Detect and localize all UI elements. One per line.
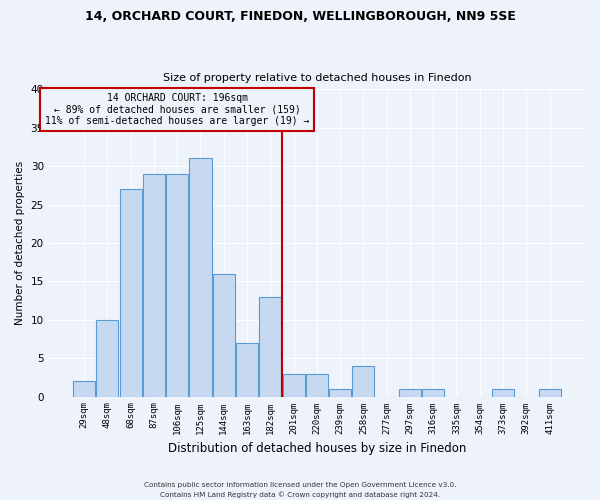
Bar [190, 158, 212, 396]
Bar [119, 189, 142, 396]
Bar [492, 389, 514, 396]
Text: Contains public sector information licensed under the Open Government Licence v3: Contains public sector information licen… [144, 482, 456, 488]
Bar [143, 174, 165, 396]
Title: Size of property relative to detached houses in Finedon: Size of property relative to detached ho… [163, 73, 471, 83]
Bar [236, 343, 258, 396]
Bar [399, 389, 421, 396]
Y-axis label: Number of detached properties: Number of detached properties [15, 161, 25, 325]
Bar [259, 296, 281, 396]
Bar [283, 374, 305, 396]
Text: 14, ORCHARD COURT, FINEDON, WELLINGBOROUGH, NN9 5SE: 14, ORCHARD COURT, FINEDON, WELLINGBOROU… [85, 10, 515, 23]
Bar [352, 366, 374, 396]
Bar [329, 389, 351, 396]
Text: 14 ORCHARD COURT: 196sqm
← 89% of detached houses are smaller (159)
11% of semi-: 14 ORCHARD COURT: 196sqm ← 89% of detach… [45, 93, 310, 126]
Bar [212, 274, 235, 396]
X-axis label: Distribution of detached houses by size in Finedon: Distribution of detached houses by size … [167, 442, 466, 455]
Bar [73, 381, 95, 396]
Bar [306, 374, 328, 396]
Bar [422, 389, 444, 396]
Bar [539, 389, 560, 396]
Bar [166, 174, 188, 396]
Bar [97, 320, 118, 396]
Text: Contains HM Land Registry data © Crown copyright and database right 2024.: Contains HM Land Registry data © Crown c… [160, 491, 440, 498]
